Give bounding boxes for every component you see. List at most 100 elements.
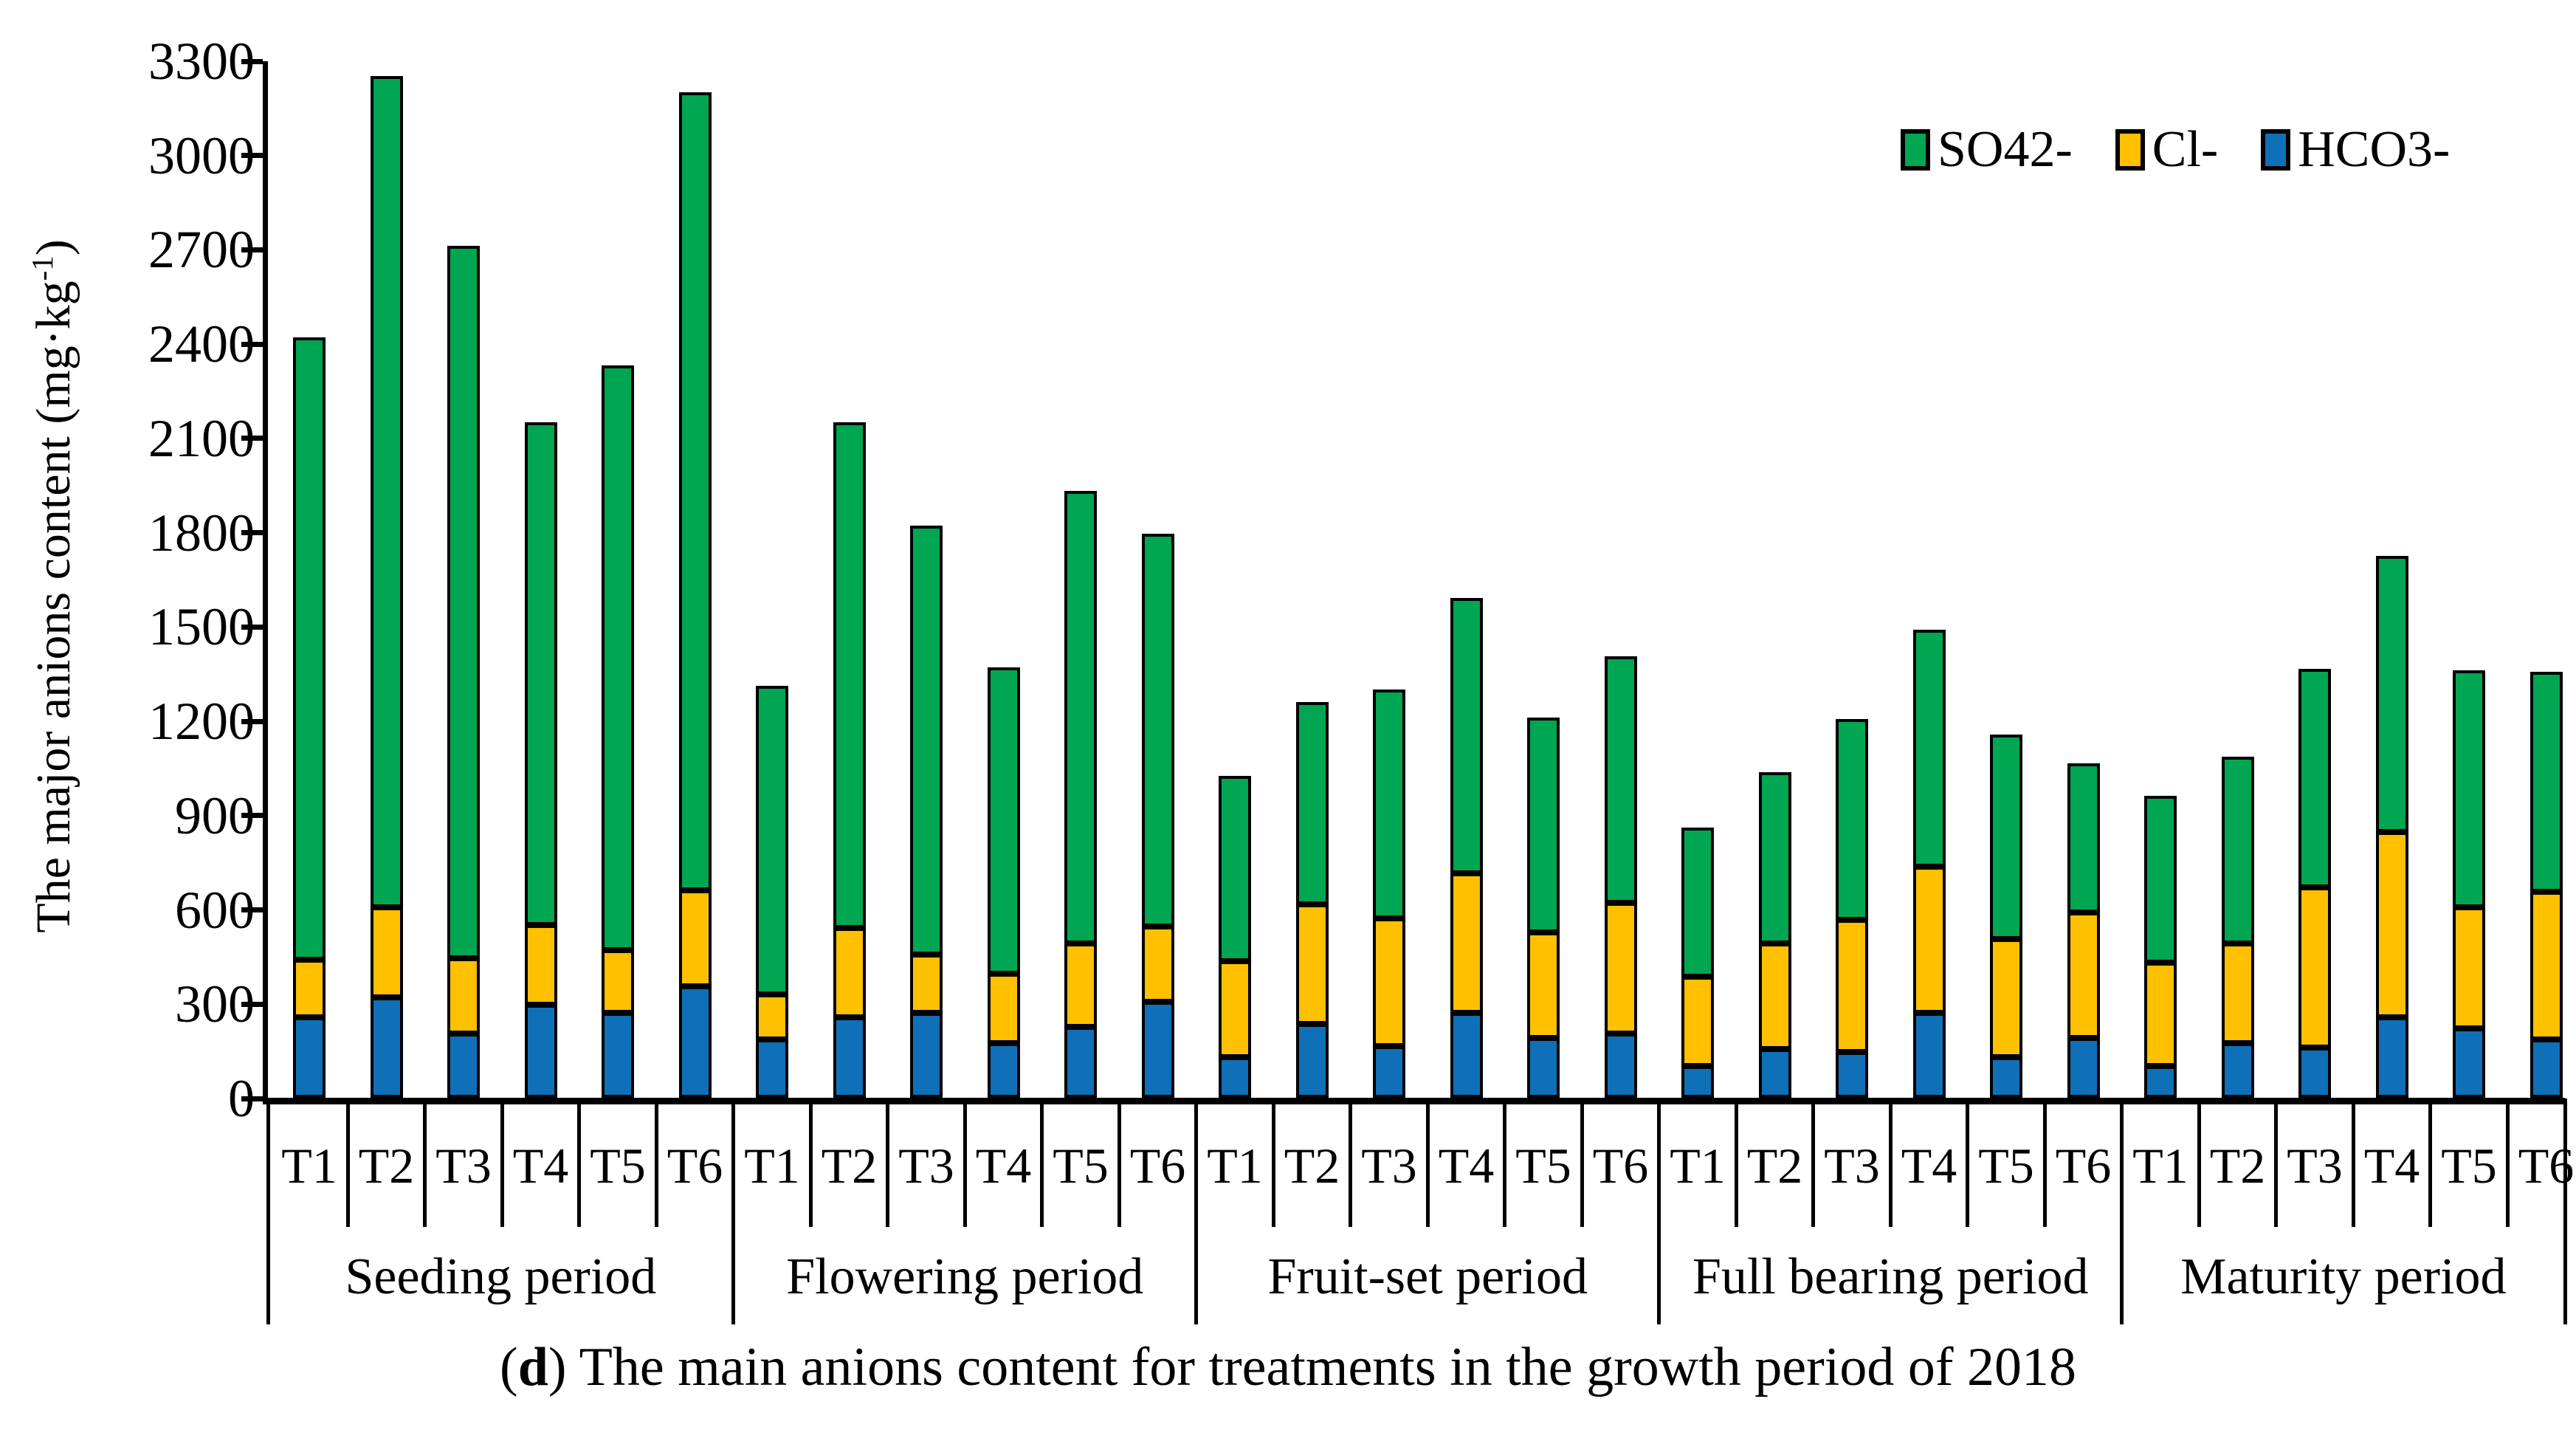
bar-segment-cl — [602, 949, 634, 1014]
stacked-bar-maturity-t4 — [2375, 555, 2408, 1098]
bar-segment-so42 — [2144, 796, 2177, 963]
bar-segment-cl — [1295, 904, 1329, 1024]
bar-segment-cl — [910, 955, 943, 1014]
bar-segment-hco3 — [1681, 1066, 1714, 1098]
y-axis-tick-label: 600 — [175, 880, 255, 940]
y-axis-tick-label: 2700 — [148, 220, 255, 280]
stacked-bar-fruit-set-t2 — [1295, 701, 1329, 1098]
bar-segment-so42 — [1604, 656, 1637, 904]
treatment-divider-line — [1040, 1099, 1044, 1227]
treatment-divider-line — [962, 1099, 967, 1227]
bar-segment-hco3 — [987, 1042, 1020, 1098]
bar-segment-so42 — [1450, 598, 1483, 873]
treatment-label: T3 — [1361, 1138, 1417, 1194]
bar-segment-hco3 — [1990, 1056, 2022, 1098]
bar-segment-so42 — [1141, 533, 1174, 926]
caption-panel-letter: d — [517, 1337, 548, 1397]
treatment-label: T6 — [1592, 1138, 1649, 1194]
bar-segment-cl — [987, 973, 1020, 1043]
legend-item-so42: SO42- — [1901, 124, 2073, 176]
bar-segment-so42 — [1836, 718, 1868, 921]
treatment-divider-line — [1734, 1099, 1738, 1227]
bar-segment-hco3 — [1450, 1013, 1483, 1098]
stacked-bar-fruit-set-t1 — [1219, 775, 1251, 1098]
bar-segment-so42 — [1527, 717, 1560, 933]
bar-segment-cl — [293, 959, 326, 1018]
treatment-label: T1 — [1207, 1138, 1263, 1194]
bar-segment-hco3 — [678, 986, 712, 1098]
bar-segment-cl — [2453, 907, 2485, 1029]
bar-segment-so42 — [1219, 775, 1251, 961]
group-divider-line — [2120, 1099, 2124, 1324]
bar-segment-so42 — [602, 365, 634, 950]
bar-segment-cl — [2221, 943, 2254, 1043]
bar-segment-so42 — [2221, 757, 2254, 944]
bar-segment-cl — [1219, 960, 1251, 1057]
bar-segment-hco3 — [370, 997, 403, 1098]
treatment-divider-line — [2505, 1099, 2510, 1227]
y-axis-tick-mark — [241, 1096, 263, 1101]
bar-segment-hco3 — [1912, 1013, 1946, 1098]
treatment-divider-line — [1888, 1099, 1893, 1227]
bar-segment-hco3 — [602, 1013, 634, 1098]
treatment-divider-line — [2428, 1099, 2433, 1227]
bar-segment-cl — [1373, 918, 1405, 1046]
treatment-divider-line — [345, 1099, 350, 1227]
bar-segment-hco3 — [2144, 1066, 2177, 1098]
y-axis-tick-mark — [241, 530, 263, 536]
bar-segment-cl — [2298, 887, 2331, 1048]
bar-segment-hco3 — [1758, 1049, 1791, 1098]
bar-segment-hco3 — [1295, 1023, 1329, 1098]
bar-segment-hco3 — [756, 1039, 788, 1098]
y-axis-tick-label: 2400 — [148, 314, 255, 374]
treatment-label: T2 — [821, 1138, 878, 1194]
bar-segment-cl — [2144, 962, 2177, 1067]
treatment-divider-line — [2351, 1099, 2355, 1227]
bar-segment-hco3 — [524, 1005, 557, 1098]
bar-segment-hco3 — [1219, 1056, 1251, 1098]
caption-paren: ( — [500, 1337, 518, 1397]
y-axis-tick-label: 0 — [228, 1069, 255, 1128]
y-axis-ticks — [241, 58, 2565, 1101]
bar-segment-cl — [524, 924, 557, 1005]
bar-segment-cl — [1064, 943, 1097, 1028]
y-axis-tick-label: 3000 — [148, 126, 255, 185]
treatment-divider-line — [1811, 1099, 1816, 1227]
treatment-label: T4 — [1901, 1138, 1957, 1194]
bar-segment-cl — [1604, 903, 1637, 1034]
stacked-bar-seeding-t2 — [370, 76, 403, 1098]
treatment-label: T1 — [281, 1138, 337, 1194]
treatment-label: T5 — [1053, 1138, 1109, 1194]
bar-segment-so42 — [1912, 629, 1946, 867]
legend-item-cl: Cl- — [2115, 124, 2218, 176]
bar-segment-hco3 — [447, 1033, 480, 1098]
bar-segment-so42 — [1373, 689, 1405, 919]
bar-segment-cl — [1758, 943, 1791, 1050]
treatment-divider-line — [1580, 1099, 1584, 1227]
treatment-divider-line — [1425, 1099, 1430, 1227]
stacked-bar-flowering-t3 — [910, 526, 943, 1098]
bar-segment-hco3 — [1527, 1038, 1560, 1098]
period-label: Fruit-set period — [1267, 1248, 1588, 1305]
stacked-bar-full-t4 — [1912, 629, 1946, 1098]
bar-segment-so42 — [833, 422, 866, 929]
bar-segment-so42 — [2529, 672, 2563, 893]
y-axis-tick-mark — [241, 907, 263, 913]
y-axis-tick-mark — [241, 436, 263, 441]
bar-segment-so42 — [1990, 735, 2022, 939]
bar-segment-so42 — [293, 337, 326, 960]
bar-segment-cl — [2067, 912, 2100, 1039]
treatment-label: T5 — [590, 1138, 646, 1194]
group-divider-line — [266, 1099, 270, 1324]
treatment-divider-line — [500, 1099, 504, 1227]
stacked-bar-flowering-t6 — [1141, 533, 1174, 1098]
bar-segment-cl — [1990, 939, 2022, 1057]
treatment-label: T1 — [1670, 1138, 1726, 1194]
bar-segment-so42 — [524, 422, 557, 925]
legend-item-label: SO42- — [1938, 121, 2073, 178]
stacked-bar-full-t2 — [1758, 772, 1791, 1098]
treatment-label: T3 — [435, 1138, 492, 1194]
bar-segment-hco3 — [2375, 1017, 2408, 1098]
treatment-divider-line — [1966, 1099, 1970, 1227]
bar-segment-hco3 — [1604, 1033, 1637, 1098]
